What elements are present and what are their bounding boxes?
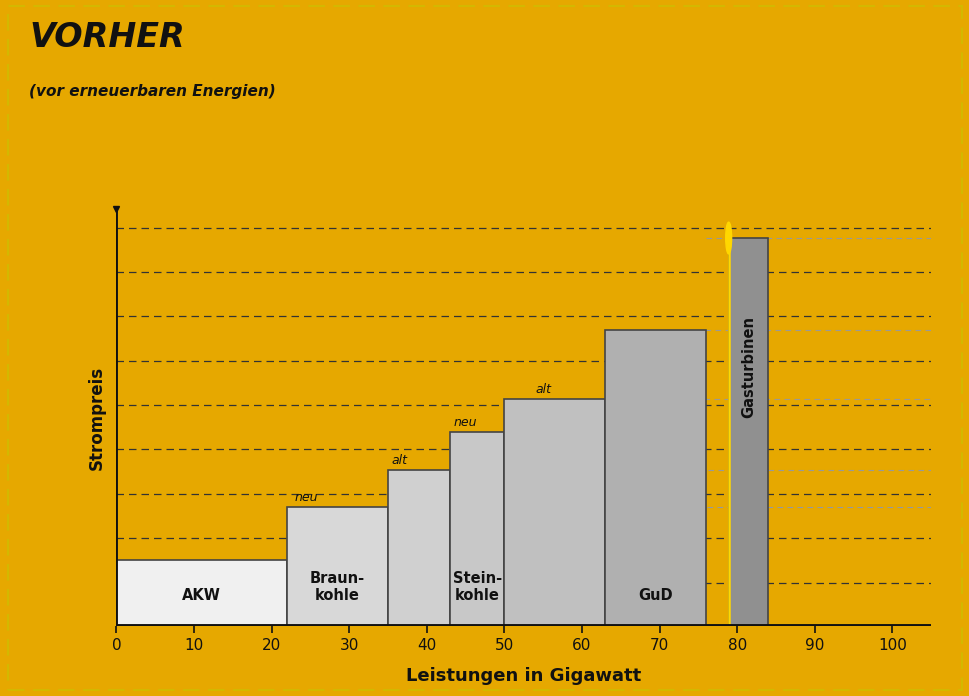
Text: neu: neu	[453, 416, 477, 429]
Text: Braun-
kohle: Braun- kohle	[310, 571, 364, 603]
Bar	[116, 560, 287, 626]
Text: GuD: GuD	[638, 588, 672, 603]
Text: alt: alt	[535, 383, 550, 396]
Y-axis label: Strompreis: Strompreis	[87, 365, 106, 470]
Bar	[450, 432, 504, 626]
Bar	[388, 470, 450, 626]
Text: VORHER: VORHER	[29, 21, 185, 54]
Text: Gasturbinen: Gasturbinen	[740, 315, 756, 418]
Bar	[287, 507, 388, 626]
Text: AKW: AKW	[182, 588, 221, 603]
Text: neu: neu	[295, 491, 318, 505]
Bar	[504, 399, 605, 626]
Text: alt: alt	[391, 454, 407, 467]
Circle shape	[725, 222, 731, 254]
Bar	[605, 330, 705, 626]
Text: Stein-
kohle: Stein- kohle	[453, 571, 501, 603]
X-axis label: Leistungen in Gigawatt: Leistungen in Gigawatt	[406, 667, 641, 685]
Text: (vor erneuerbaren Energien): (vor erneuerbaren Energien)	[29, 84, 275, 99]
Bar	[729, 238, 767, 626]
